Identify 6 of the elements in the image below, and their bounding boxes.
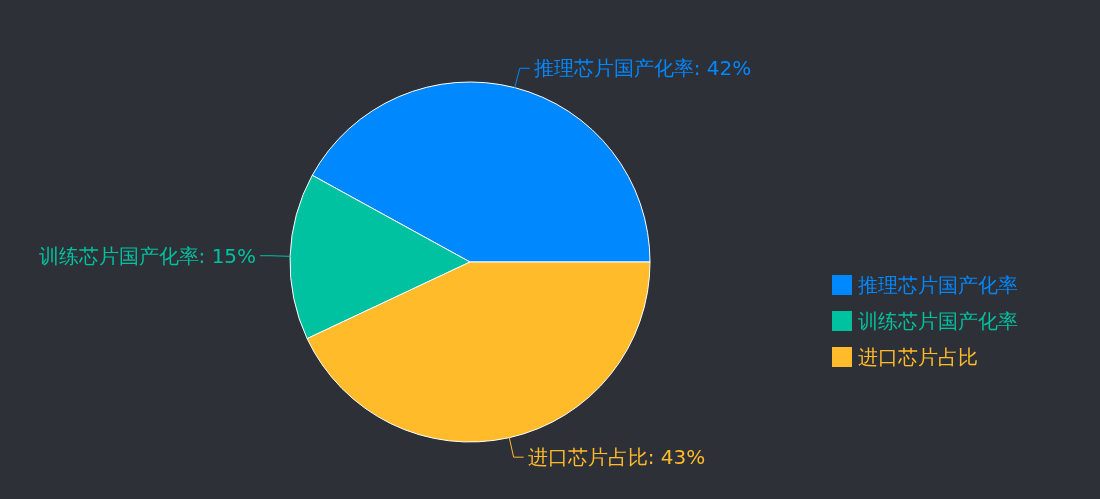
data-label: 训练芯片国产化率: 15% — [38, 243, 257, 268]
legend-label: 推理芯片国产化率 — [858, 273, 1018, 297]
data-label: 推理芯片国产化率: 42% — [533, 56, 752, 81]
legend-label: 训练芯片国产化率 — [858, 309, 1018, 333]
legend-label: 进口芯片占比 — [858, 345, 978, 369]
data-label: 进口芯片占比: 43% — [527, 445, 706, 470]
